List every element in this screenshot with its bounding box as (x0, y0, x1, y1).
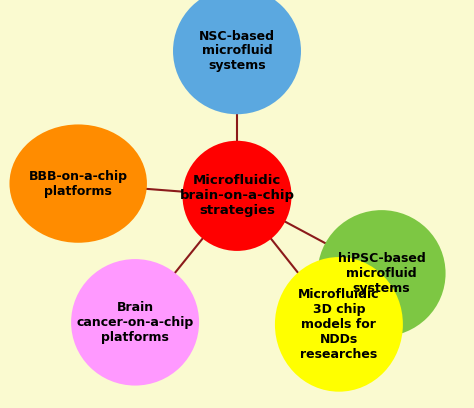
Ellipse shape (275, 257, 403, 392)
Text: Microfluidic
brain-on-a-chip
strategies: Microfluidic brain-on-a-chip strategies (180, 174, 294, 217)
Text: BBB-on-a-chip
platforms: BBB-on-a-chip platforms (29, 170, 128, 197)
Ellipse shape (9, 124, 147, 243)
Text: NSC-based
microfluid
systems: NSC-based microfluid systems (199, 29, 275, 73)
Text: hiPSC-based
microfluid
systems: hiPSC-based microfluid systems (337, 252, 426, 295)
Ellipse shape (71, 259, 199, 386)
Ellipse shape (318, 210, 446, 337)
Ellipse shape (173, 0, 301, 114)
Text: Brain
cancer-on-a-chip
platforms: Brain cancer-on-a-chip platforms (76, 301, 194, 344)
Text: Microfluidic
3D chip
models for
NDDs
researches: Microfluidic 3D chip models for NDDs res… (298, 288, 380, 361)
Ellipse shape (182, 141, 292, 251)
